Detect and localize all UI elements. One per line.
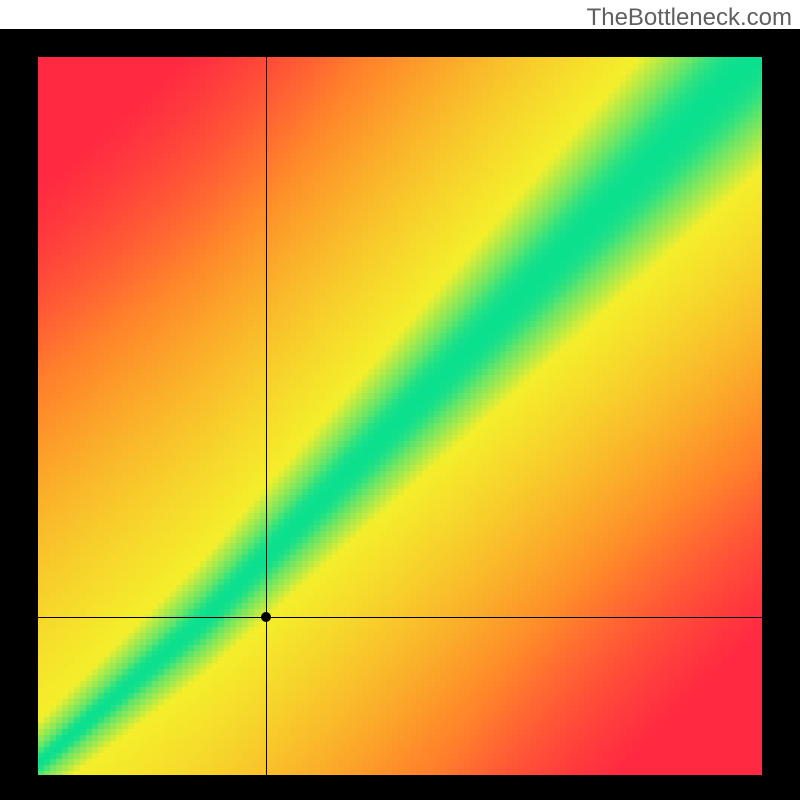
heatmap-plot-area	[38, 57, 762, 775]
crosshair-vertical	[266, 57, 267, 775]
heatmap-canvas	[38, 57, 762, 775]
watermark-text: TheBottleneck.com	[587, 4, 792, 32]
chart-outer-frame	[0, 29, 800, 800]
data-point-marker	[261, 612, 271, 622]
crosshair-horizontal	[38, 617, 762, 618]
